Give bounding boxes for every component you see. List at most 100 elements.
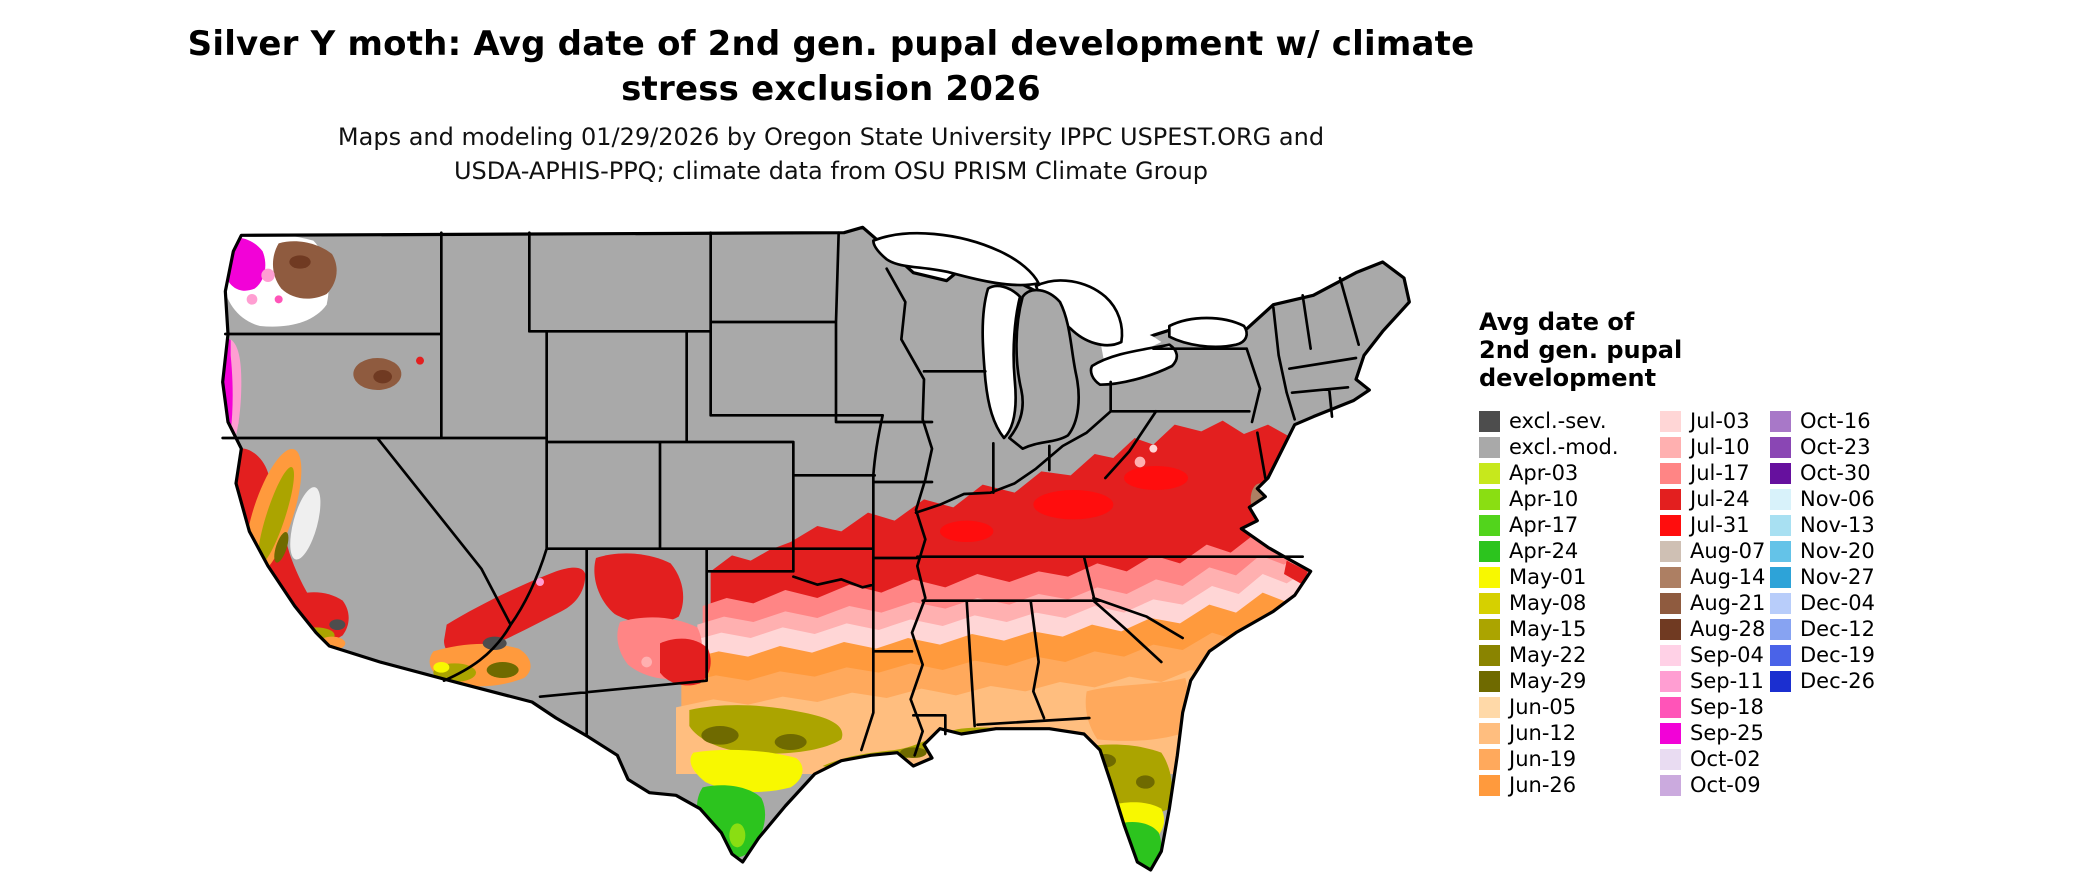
legend-row: May-29 <box>1479 668 1619 694</box>
legend-swatch <box>1770 644 1791 666</box>
legend-label: Nov-13 <box>1800 513 1875 537</box>
legend-swatch <box>1660 774 1681 796</box>
legend-row: Jun-05 <box>1479 694 1619 720</box>
legend-swatch <box>1660 540 1681 562</box>
legend-title: Avg date of 2nd gen. pupal development <box>1479 308 1682 392</box>
legend-row: Dec-26 <box>1770 668 1875 694</box>
legend-swatch <box>1660 488 1681 510</box>
legend-swatch <box>1660 566 1681 588</box>
great-lakes <box>871 232 1248 440</box>
legend-row: excl.-mod. <box>1479 434 1619 460</box>
legend-swatch <box>1660 592 1681 614</box>
legend-row: Sep-25 <box>1660 720 1765 746</box>
legend-label: Apr-03 <box>1509 461 1579 485</box>
us-map <box>221 225 1411 872</box>
legend-swatch <box>1770 540 1791 562</box>
legend-row: Apr-03 <box>1479 460 1619 486</box>
legend-swatch <box>1479 514 1500 536</box>
legend-swatch <box>1479 774 1500 796</box>
legend-column-1: excl.-sev. excl.-mod. Apr-03 Apr-10 Apr-17 Ap… <box>1479 408 1619 798</box>
legend-swatch <box>1479 566 1500 588</box>
legend-title-line2: 2nd gen. pupal <box>1479 336 1683 364</box>
lake-erie <box>1089 343 1179 386</box>
legend-row: May-15 <box>1479 616 1619 642</box>
lake-michigan <box>981 284 1022 440</box>
legend-label: Jun-05 <box>1509 695 1577 719</box>
lake-ontario <box>1168 316 1248 349</box>
legend-row: Jun-12 <box>1479 720 1619 746</box>
legend-label: Sep-11 <box>1690 669 1764 693</box>
legend-label: excl.-sev. <box>1509 409 1607 433</box>
legend-label: Oct-30 <box>1800 461 1871 485</box>
legend-row: Jul-31 <box>1660 512 1765 538</box>
legend-row: Apr-24 <box>1479 538 1619 564</box>
legend-swatch <box>1479 462 1500 484</box>
legend-row: May-08 <box>1479 590 1619 616</box>
legend-title-line1: Avg date of <box>1479 308 1635 336</box>
legend-row: Apr-17 <box>1479 512 1619 538</box>
legend-swatch <box>1660 436 1681 458</box>
legend-label: Jul-24 <box>1690 487 1750 511</box>
legend-swatch <box>1479 618 1500 640</box>
legend-label: Apr-17 <box>1509 513 1579 537</box>
legend-row: Oct-16 <box>1770 408 1875 434</box>
page-title: Silver Y moth: Avg date of 2nd gen. pupa… <box>0 22 1662 112</box>
legend-row: Aug-07 <box>1660 538 1765 564</box>
legend-swatch <box>1770 436 1791 458</box>
legend-swatch <box>1770 670 1791 692</box>
legend-swatch <box>1479 592 1500 614</box>
legend-row: Sep-11 <box>1660 668 1765 694</box>
legend-column-2: Jul-03 Jul-10 Jul-17 Jul-24 Jul-31 Aug-07 Aug-… <box>1660 408 1765 798</box>
legend-label: Aug-28 <box>1690 617 1766 641</box>
legend-label: May-22 <box>1509 643 1587 667</box>
legend-row: Aug-21 <box>1660 590 1765 616</box>
legend-label: Dec-04 <box>1800 591 1875 615</box>
legend-row: Oct-02 <box>1660 746 1765 772</box>
legend-label: Oct-16 <box>1800 409 1871 433</box>
legend-label: Jun-26 <box>1509 773 1577 797</box>
legend-swatch <box>1479 670 1500 692</box>
legend-label: Jul-17 <box>1690 461 1750 485</box>
legend-row: Dec-19 <box>1770 642 1875 668</box>
map-southwest-zones <box>429 553 711 687</box>
legend-title-line3: development <box>1479 364 1657 392</box>
legend-swatch <box>1479 696 1500 718</box>
map-color-bands <box>676 420 1332 774</box>
legend-row: Dec-04 <box>1770 590 1875 616</box>
legend-swatch <box>1479 644 1500 666</box>
legend-label: Nov-06 <box>1800 487 1875 511</box>
page-subtitle-line2: USDA-APHIS-PPQ; climate data from OSU PR… <box>453 157 1209 186</box>
legend-label: May-15 <box>1509 617 1587 641</box>
legend-swatch <box>1479 722 1500 744</box>
legend-row: Aug-14 <box>1660 564 1765 590</box>
legend-row: Oct-30 <box>1770 460 1875 486</box>
legend-label: Aug-07 <box>1690 539 1766 563</box>
us-map-container <box>220 222 1420 878</box>
legend-label: Oct-02 <box>1690 747 1761 771</box>
legend-label: Sep-04 <box>1690 643 1764 667</box>
legend-swatch <box>1660 514 1681 536</box>
legend-row: Oct-23 <box>1770 434 1875 460</box>
legend-label: excl.-mod. <box>1509 435 1619 459</box>
legend-label: Aug-21 <box>1690 591 1766 615</box>
legend-swatch <box>1660 410 1681 432</box>
legend-swatch <box>1660 722 1681 744</box>
legend-label: Jun-19 <box>1509 747 1577 771</box>
legend-label: Oct-23 <box>1800 435 1871 459</box>
legend-swatch <box>1660 618 1681 640</box>
map-pnw-zones <box>222 232 424 436</box>
legend-row: Jun-19 <box>1479 746 1619 772</box>
page-title-line2: stress exclusion 2026 <box>621 68 1041 109</box>
legend-swatch <box>1479 410 1500 432</box>
legend-label: May-29 <box>1509 669 1587 693</box>
legend-swatch <box>1660 696 1681 718</box>
legend-label: May-08 <box>1509 591 1587 615</box>
state-borders <box>221 231 1360 757</box>
legend-column-3: Oct-16 Oct-23 Oct-30 Nov-06 Nov-13 Nov-20 Nov-… <box>1770 408 1875 694</box>
lake-superior <box>871 232 1040 287</box>
legend-label: Dec-19 <box>1800 643 1875 667</box>
legend-swatch <box>1660 670 1681 692</box>
legend-label: Jul-31 <box>1690 513 1750 537</box>
legend-swatch <box>1479 540 1500 562</box>
